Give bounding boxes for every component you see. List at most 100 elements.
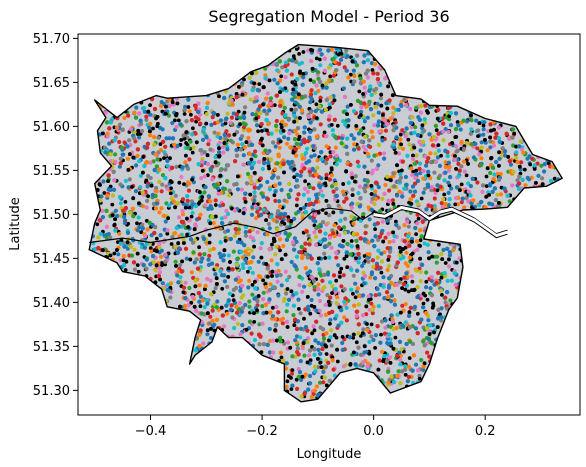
agent-point [315, 261, 320, 266]
agent-point [482, 120, 487, 125]
agent-point [493, 197, 498, 203]
agent-point [308, 311, 313, 316]
agent-point [117, 139, 122, 145]
agent-point [111, 169, 116, 174]
agent-point [445, 246, 450, 251]
agent-point [158, 277, 163, 282]
agent-point [443, 261, 448, 265]
agent-point [376, 367, 381, 372]
agent-point [282, 105, 287, 110]
agent-point [292, 175, 297, 180]
agent-point [397, 253, 402, 258]
agent-point [193, 222, 198, 227]
agent-point [364, 312, 369, 317]
agent-point [536, 173, 541, 178]
agent-point [192, 227, 197, 232]
agent-point [434, 159, 439, 164]
agent-point [338, 51, 342, 56]
agent-point [167, 103, 173, 108]
agent-point [202, 190, 207, 195]
agent-point [229, 115, 234, 120]
agent-point [280, 321, 285, 326]
agent-point [300, 156, 305, 161]
agent-point [382, 296, 387, 301]
agent-point [199, 198, 204, 203]
agent-point [414, 153, 419, 158]
agent-point [345, 241, 350, 246]
agent-point [189, 270, 194, 275]
agent-point [239, 309, 244, 314]
agent-point [287, 131, 292, 136]
agent-point [259, 241, 264, 246]
agent-point [170, 136, 176, 141]
agent-point [234, 147, 239, 153]
agent-point [156, 135, 161, 140]
agent-point [278, 164, 283, 169]
agent-point [367, 88, 372, 93]
agent-point [331, 150, 336, 155]
agent-point [519, 160, 524, 165]
agent-point [148, 121, 153, 126]
agent-point [180, 208, 185, 214]
agent-point [106, 173, 111, 178]
agent-point [446, 160, 451, 165]
agent-point [313, 369, 318, 374]
agent-point [269, 131, 274, 136]
agent-point [294, 153, 299, 158]
agent-point [284, 278, 290, 283]
agent-point [309, 154, 314, 159]
agent-point [454, 144, 459, 149]
agent-point [365, 170, 370, 175]
agent-point [426, 169, 431, 174]
agent-point [440, 293, 444, 297]
agent-point [202, 174, 207, 179]
agent-point [317, 184, 323, 190]
agent-point [361, 92, 366, 96]
agent-point [417, 166, 422, 171]
agent-point [367, 252, 372, 257]
agent-point [250, 283, 255, 287]
agent-point [160, 281, 165, 286]
agent-point [306, 387, 311, 392]
agent-point [334, 255, 339, 260]
agent-point [173, 118, 177, 123]
agent-point [305, 146, 310, 151]
agent-point [328, 154, 333, 159]
agent-point [308, 238, 313, 243]
agent-point [450, 141, 455, 145]
agent-point [178, 262, 183, 268]
agent-point [330, 128, 335, 133]
agent-point [193, 103, 198, 109]
agent-point [335, 295, 340, 300]
agent-point [203, 203, 208, 208]
agent-point [225, 311, 230, 316]
agent-point [439, 201, 444, 206]
agent-point [305, 340, 310, 345]
agent-point [298, 335, 303, 340]
agent-point [260, 304, 265, 309]
agent-point [235, 310, 240, 315]
agent-point [294, 291, 299, 296]
agent-point [442, 192, 447, 197]
agent-point [418, 228, 423, 233]
agent-point [456, 161, 461, 166]
agent-point [266, 221, 271, 227]
agent-point [380, 196, 385, 201]
agent-point [391, 346, 396, 351]
agent-point [112, 223, 117, 228]
agent-point [441, 129, 446, 134]
agent-point [379, 103, 384, 108]
agent-point [159, 261, 164, 265]
agent-point [220, 286, 225, 291]
agent-point [302, 130, 307, 135]
agent-point [186, 188, 192, 193]
agent-point [299, 60, 305, 65]
agent-point [344, 169, 348, 174]
agent-point [340, 136, 345, 141]
agent-point [400, 194, 405, 199]
agent-point [265, 150, 270, 155]
agent-point [324, 211, 328, 216]
agent-point [413, 181, 418, 186]
agent-point [107, 141, 112, 146]
agent-point [402, 223, 407, 228]
